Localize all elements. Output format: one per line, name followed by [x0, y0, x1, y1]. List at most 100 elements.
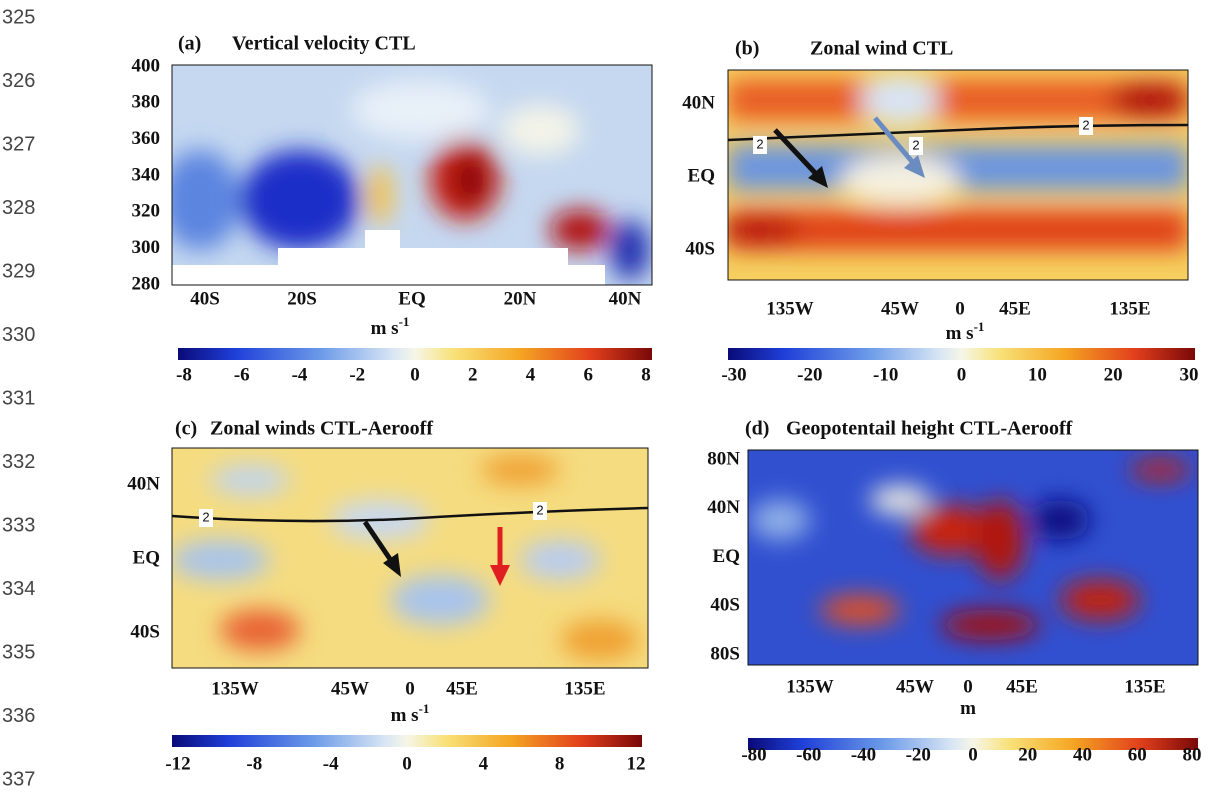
y-tick-label: 300: [132, 237, 161, 258]
units-base: m: [960, 698, 976, 719]
x-tick-label: 40S: [190, 288, 220, 309]
colorbar-tick-label: 20: [1104, 364, 1123, 385]
line-number: 326: [2, 70, 35, 92]
units: m: [960, 698, 976, 719]
x-tick-label: 0: [963, 676, 973, 697]
y-tick-label: 400: [132, 55, 161, 76]
colorbar-tick-label: 4: [479, 753, 489, 774]
figure: 325326327328329330331332333334335336337(…: [0, 0, 1208, 794]
panel-title: Vertical velocity CTL: [232, 33, 416, 55]
x-tick-label: 45E: [1006, 676, 1038, 697]
y-tick-label: 340: [132, 164, 161, 185]
field-c: [170, 448, 648, 668]
colorbar-tick-label: 8: [555, 753, 565, 774]
line-number: 329: [2, 260, 35, 282]
x-tick-label: 45E: [446, 678, 478, 699]
x-tick-label: 0: [955, 298, 965, 319]
colorbar-tick-label: -60: [796, 744, 821, 765]
x-tick-label: EQ: [398, 288, 425, 309]
line-number: 335: [2, 641, 35, 663]
y-tick-label: 280: [132, 273, 161, 294]
x-tick-label: 45W: [896, 676, 934, 697]
x-tick-label: 135E: [564, 678, 605, 699]
panel-label: (b): [735, 38, 759, 60]
colorbar-tick-label: 12: [627, 753, 646, 774]
y-tick-label: EQ: [688, 165, 715, 186]
x-tick-label: 135E: [1124, 676, 1165, 697]
x-tick-label: 45W: [881, 298, 919, 319]
colorbar-tick-label: 2: [468, 364, 478, 385]
line-number: 331: [2, 387, 35, 409]
colorbar-tick-label: -6: [234, 364, 250, 385]
y-tick-label: 80S: [710, 643, 740, 664]
colorbar-tick-label: 20: [1018, 744, 1037, 765]
line-number: 332: [2, 451, 35, 473]
y-tick-label: 360: [132, 128, 161, 149]
line-number: 328: [2, 197, 35, 219]
colorbar-tick-label: -8: [176, 364, 192, 385]
units-base: m s: [371, 318, 399, 339]
colorbar-tick-label: 0: [402, 753, 412, 774]
colorbar-tick-label: -8: [246, 753, 262, 774]
colorbar-tick-label: -80: [741, 744, 766, 765]
colorbar-tick-label: -20: [797, 364, 822, 385]
contour-label: 2: [912, 137, 919, 152]
field-d: [748, 450, 1198, 665]
colorbar-tick-label: -4: [292, 364, 308, 385]
field-b: [720, 70, 1190, 280]
units-base: m s: [946, 323, 974, 344]
y-tick-label: 40S: [710, 595, 740, 616]
colorbar-tick-label: 60: [1128, 744, 1147, 765]
units-sup: -1: [974, 319, 985, 334]
colorbar-tick-label: 8: [641, 364, 651, 385]
y-tick-label: 80N: [707, 448, 740, 469]
units: m s-1: [391, 701, 430, 726]
colorbar: [172, 735, 642, 747]
panel-title: Zonal wind CTL: [810, 38, 953, 60]
colorbar-tick-label: 6: [584, 364, 594, 385]
colorbar-tick-label: -10: [873, 364, 898, 385]
x-tick-label: 0: [405, 678, 415, 699]
field-a: [160, 65, 652, 285]
y-tick-label: EQ: [133, 547, 160, 568]
contour-label: 2: [1082, 117, 1089, 132]
y-tick-label: 40S: [130, 621, 160, 642]
colorbar-tick-label: 4: [526, 364, 536, 385]
colorbar-tick-label: 30: [1180, 364, 1199, 385]
line-number: 330: [2, 324, 35, 346]
colorbar-tick-label: -2: [349, 364, 365, 385]
colorbar-tick-label: 0: [957, 364, 967, 385]
panel-label: (d): [745, 418, 769, 440]
panel-title: Geopotentail height CTL-Aerooff: [786, 418, 1073, 440]
colorbar-tick-label: -30: [721, 364, 746, 385]
x-tick-label: 135W: [211, 678, 259, 699]
x-tick-label: 40N: [609, 288, 642, 309]
units-sup: -1: [399, 314, 410, 329]
colorbar-tick-label: 10: [1028, 364, 1047, 385]
colorbar-tick-label: 0: [968, 744, 978, 765]
colorbar: [178, 348, 652, 360]
x-tick-label: 20N: [504, 288, 537, 309]
colorbar-tick-label: 40: [1073, 744, 1092, 765]
panel-label: (c): [175, 418, 197, 440]
y-tick-label: 40N: [707, 497, 740, 518]
units: m s-1: [946, 319, 985, 344]
line-number: 334: [2, 578, 35, 600]
line-number: 325: [2, 6, 35, 28]
line-number: 336: [2, 705, 35, 727]
panel-label: (a): [178, 33, 201, 55]
contour-label: 2: [756, 136, 763, 151]
units: m s-1: [371, 314, 410, 339]
line-number: 327: [2, 133, 35, 155]
x-tick-label: 135W: [766, 298, 814, 319]
y-tick-label: 40S: [685, 238, 715, 259]
y-tick-label: EQ: [713, 546, 740, 567]
y-tick-label: 380: [132, 92, 161, 113]
x-tick-label: 45W: [331, 678, 369, 699]
colorbar-tick-label: -20: [906, 744, 931, 765]
x-tick-label: 135W: [786, 676, 834, 697]
line-number: 333: [2, 514, 35, 536]
colorbar-tick-label: -4: [323, 753, 339, 774]
y-tick-label: 40N: [682, 92, 715, 113]
colorbar-tick-label: 0: [410, 364, 420, 385]
